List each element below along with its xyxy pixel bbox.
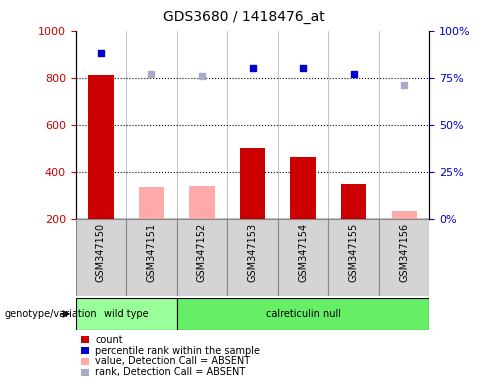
Bar — [88, 75, 114, 219]
Bar — [189, 186, 215, 219]
Bar — [139, 187, 164, 219]
Bar — [379, 219, 429, 296]
Bar — [227, 219, 278, 296]
Text: GSM347151: GSM347151 — [146, 223, 157, 282]
Text: value, Detection Call = ABSENT: value, Detection Call = ABSENT — [95, 356, 250, 366]
Bar — [76, 219, 126, 296]
Text: GSM347156: GSM347156 — [399, 223, 409, 282]
Text: GSM347150: GSM347150 — [96, 223, 106, 282]
Text: GSM347152: GSM347152 — [197, 223, 207, 282]
Bar — [177, 298, 429, 330]
Text: calreticulin null: calreticulin null — [265, 309, 341, 319]
Bar — [240, 148, 265, 219]
Bar — [126, 219, 177, 296]
Text: wild type: wild type — [104, 309, 148, 319]
Text: percentile rank within the sample: percentile rank within the sample — [95, 346, 260, 356]
Text: GSM347154: GSM347154 — [298, 223, 308, 282]
Bar — [341, 184, 366, 219]
Text: rank, Detection Call = ABSENT: rank, Detection Call = ABSENT — [95, 367, 245, 377]
Bar — [328, 219, 379, 296]
Bar — [177, 219, 227, 296]
Text: genotype/variation: genotype/variation — [5, 309, 98, 319]
Text: GSM347155: GSM347155 — [348, 223, 359, 282]
Text: GDS3680 / 1418476_at: GDS3680 / 1418476_at — [163, 10, 325, 23]
Text: GSM347153: GSM347153 — [247, 223, 258, 282]
Text: count: count — [95, 335, 123, 345]
Bar — [278, 219, 328, 296]
Bar — [391, 211, 417, 219]
Bar — [290, 157, 316, 219]
Bar — [76, 298, 177, 330]
